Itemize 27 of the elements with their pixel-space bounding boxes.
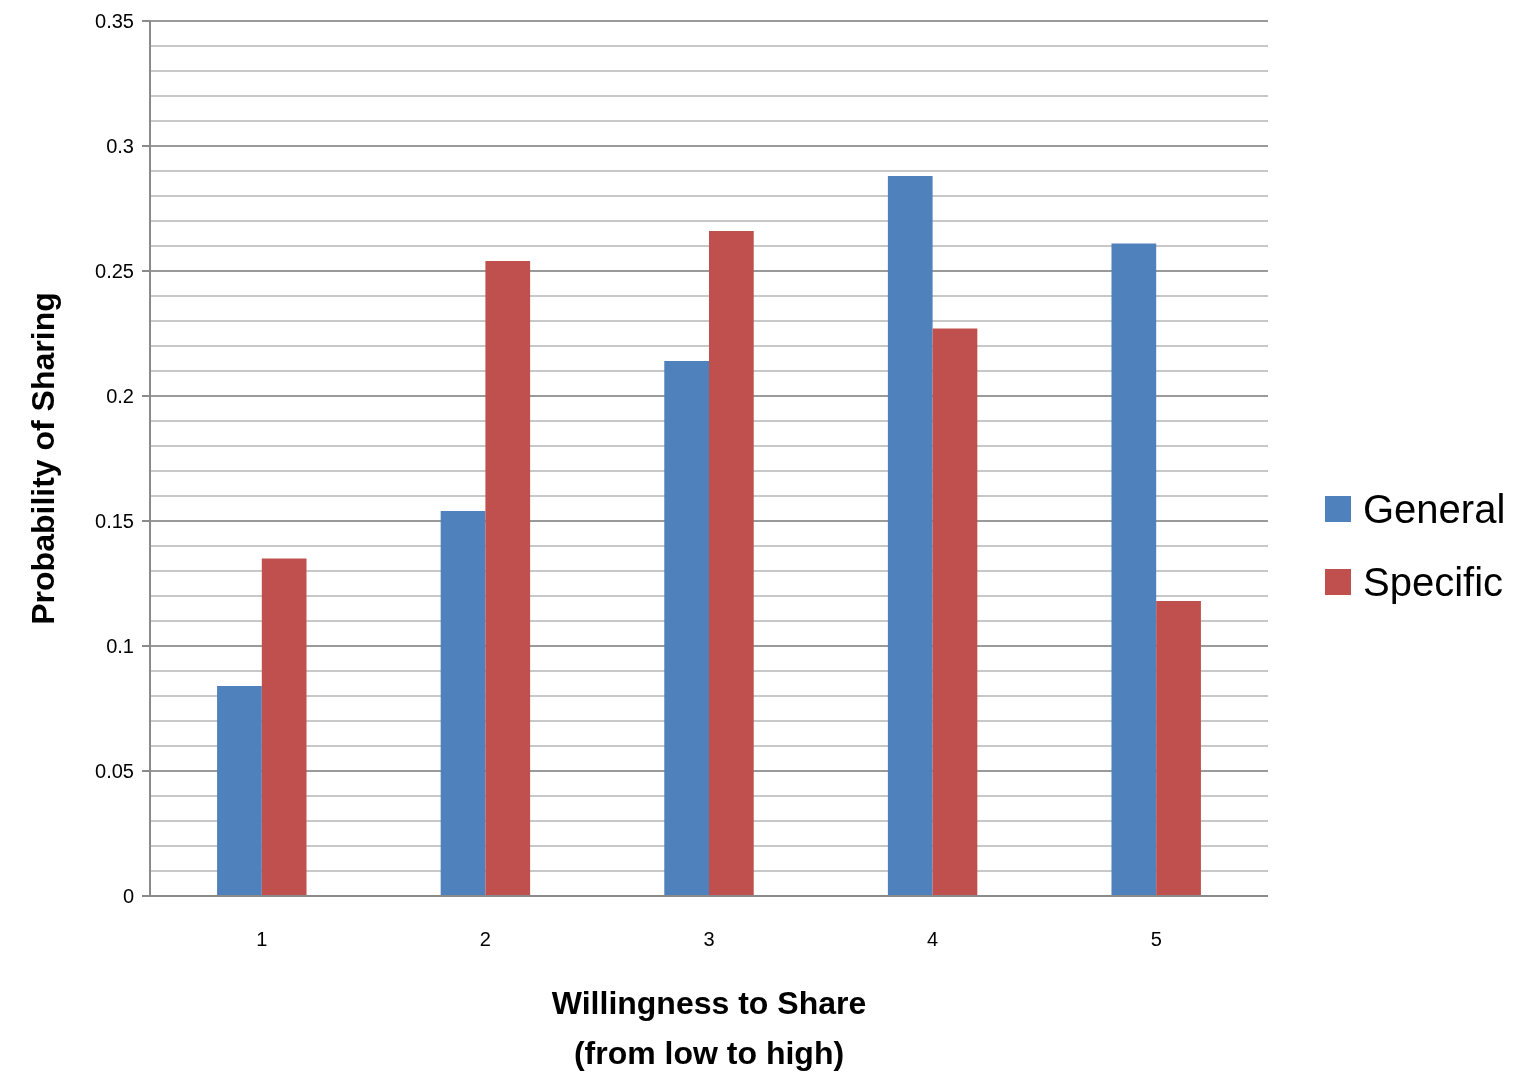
x-tick-label: 2 bbox=[479, 928, 491, 950]
x-tick-label: 5 bbox=[1150, 928, 1162, 950]
bar bbox=[217, 686, 262, 896]
bar bbox=[485, 261, 531, 896]
x-tick-label: 1 bbox=[256, 928, 268, 950]
bar bbox=[664, 361, 709, 896]
y-tick-label: 0.1 bbox=[106, 635, 134, 657]
y-tick-label: 0.25 bbox=[95, 260, 134, 282]
bar bbox=[1111, 243, 1157, 896]
bar bbox=[709, 231, 754, 896]
bar bbox=[1156, 601, 1201, 896]
legend-label: Specific bbox=[1363, 560, 1504, 604]
x-tick-label: 4 bbox=[927, 928, 939, 950]
y-tick-label: 0 bbox=[122, 885, 134, 907]
y-axis-title: Probability of Sharing bbox=[25, 292, 61, 625]
x-axis-title: Willingness to Share (from low to high) bbox=[551, 985, 867, 1071]
y-tick-label: 0.15 bbox=[95, 510, 134, 532]
bar bbox=[261, 558, 307, 896]
y-tick-label: 0.05 bbox=[95, 760, 134, 782]
y-tick-label: 0.3 bbox=[106, 135, 134, 157]
y-tick-label: 0.2 bbox=[106, 385, 134, 407]
x-tick-label: 3 bbox=[703, 928, 715, 950]
y-tick-label: 0.35 bbox=[95, 10, 134, 32]
legend-label: General bbox=[1363, 487, 1506, 531]
bar bbox=[887, 176, 933, 896]
bar bbox=[932, 328, 978, 896]
bar bbox=[440, 511, 486, 896]
